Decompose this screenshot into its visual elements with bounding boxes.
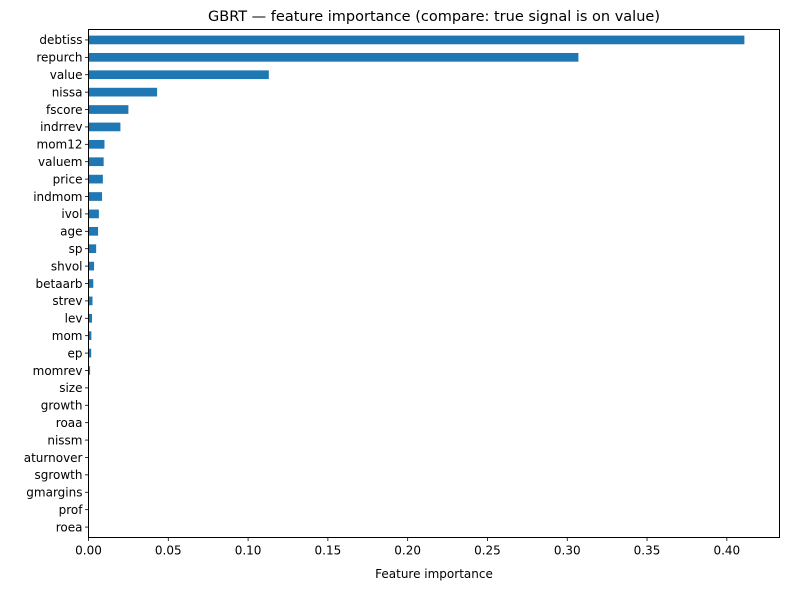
bar-indrrev: [88, 122, 121, 132]
plot-frame: [88, 29, 780, 538]
y-tick-label: ep: [68, 346, 83, 360]
bar-repurch: [88, 52, 579, 62]
y-tick-label: ivol: [61, 207, 82, 221]
y-tick-label: aturnover: [24, 451, 83, 465]
x-axis-label: Feature importance: [375, 567, 493, 581]
bar-shvol: [88, 261, 95, 271]
y-tick-label: mom12: [37, 138, 83, 152]
bar-debtiss: [88, 35, 745, 45]
y-tick-label: debtiss: [39, 33, 82, 47]
y-tick-label: age: [60, 225, 82, 239]
bar-mom: [88, 331, 92, 341]
bar-value: [88, 70, 269, 80]
bar-sp: [88, 244, 97, 254]
x-tick-label: 0.20: [394, 544, 421, 558]
y-tick-label: indrrev: [40, 120, 82, 134]
y-tick-label: shvol: [51, 259, 83, 273]
bar-age: [88, 226, 99, 236]
y-tick-label: valuem: [38, 155, 82, 169]
x-tick-label: 0.35: [634, 544, 661, 558]
x-tick-label: 0.25: [474, 544, 501, 558]
y-tick-label: nissa: [52, 85, 83, 99]
y-tick-label: mom: [52, 329, 83, 343]
bar-strev: [88, 296, 93, 306]
y-tick-label: growth: [41, 399, 83, 413]
y-tick-label: price: [53, 172, 83, 186]
bar-nissa: [88, 87, 158, 97]
y-axis-ticks: debtiss repurch value nissa fscore indrrev mom…: [24, 33, 89, 534]
y-tick-label: roaa: [56, 416, 83, 430]
bar-ivol: [88, 209, 99, 219]
x-tick-label: 0.30: [554, 544, 581, 558]
y-tick-label: strev: [52, 294, 82, 308]
y-tick-label: prof: [59, 503, 84, 517]
y-tick-label: value: [50, 68, 83, 82]
y-tick-label: sp: [69, 242, 83, 256]
x-tick-label: 0.00: [75, 544, 102, 558]
bar-betaarb: [88, 279, 94, 288]
bar-price: [88, 174, 103, 184]
y-tick-label: momrev: [33, 364, 83, 378]
x-tick-label: 0.05: [155, 544, 182, 558]
bar-mom12: [88, 139, 105, 149]
chart-title: GBRT — feature importance (compare: true…: [208, 9, 660, 25]
bar-fscore: [88, 105, 129, 114]
y-tick-label: sgrowth: [34, 468, 82, 482]
bar-ep: [88, 348, 92, 358]
y-tick-label: repurch: [36, 51, 82, 65]
bar-valuem: [88, 157, 104, 167]
y-tick-label: betaarb: [36, 277, 83, 291]
y-tick-label: size: [59, 381, 82, 395]
y-tick-label: gmargins: [26, 486, 82, 500]
y-tick-label: fscore: [46, 103, 82, 117]
y-tick-label: indmom: [33, 190, 82, 204]
y-tick-label: roea: [56, 520, 83, 534]
bar-indmom: [88, 192, 103, 201]
x-tick-label: 0.10: [235, 544, 262, 558]
x-axis-ticks: 0.00 0.05 0.10 0.15 0.20 0.25 0.30 0.35 0.40: [75, 537, 740, 558]
x-tick-label: 0.15: [315, 544, 342, 558]
bars-layer: [88, 35, 745, 532]
y-tick-label: lev: [65, 312, 83, 326]
x-tick-label: 0.40: [713, 544, 740, 558]
bar-lev: [88, 313, 93, 323]
y-tick-label: nissm: [47, 433, 82, 447]
bar-momrev: [88, 366, 91, 375]
